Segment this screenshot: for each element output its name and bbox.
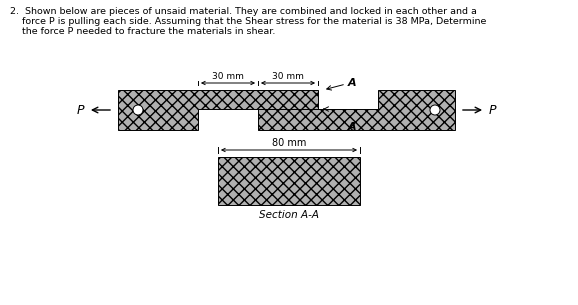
Circle shape bbox=[430, 105, 440, 115]
Polygon shape bbox=[118, 90, 318, 130]
Text: Section A-A: Section A-A bbox=[259, 210, 319, 220]
Text: P: P bbox=[76, 103, 84, 117]
Circle shape bbox=[133, 105, 143, 115]
Text: 2.  Shown below are pieces of unsaid material. They are combined and locked in e: 2. Shown below are pieces of unsaid mate… bbox=[10, 7, 477, 16]
Text: A: A bbox=[348, 122, 357, 132]
Text: 80 mm: 80 mm bbox=[272, 138, 306, 148]
Text: 30 mm: 30 mm bbox=[212, 72, 244, 81]
Text: 30 mm: 30 mm bbox=[272, 72, 304, 81]
Text: P: P bbox=[489, 103, 497, 117]
Text: A: A bbox=[348, 78, 357, 88]
Text: force P is pulling each side. Assuming that the Shear stress for the material is: force P is pulling each side. Assuming t… bbox=[10, 17, 486, 26]
Text: the force P needed to fracture the materials in shear.: the force P needed to fracture the mater… bbox=[10, 27, 275, 36]
Polygon shape bbox=[218, 157, 360, 205]
Polygon shape bbox=[258, 90, 455, 130]
